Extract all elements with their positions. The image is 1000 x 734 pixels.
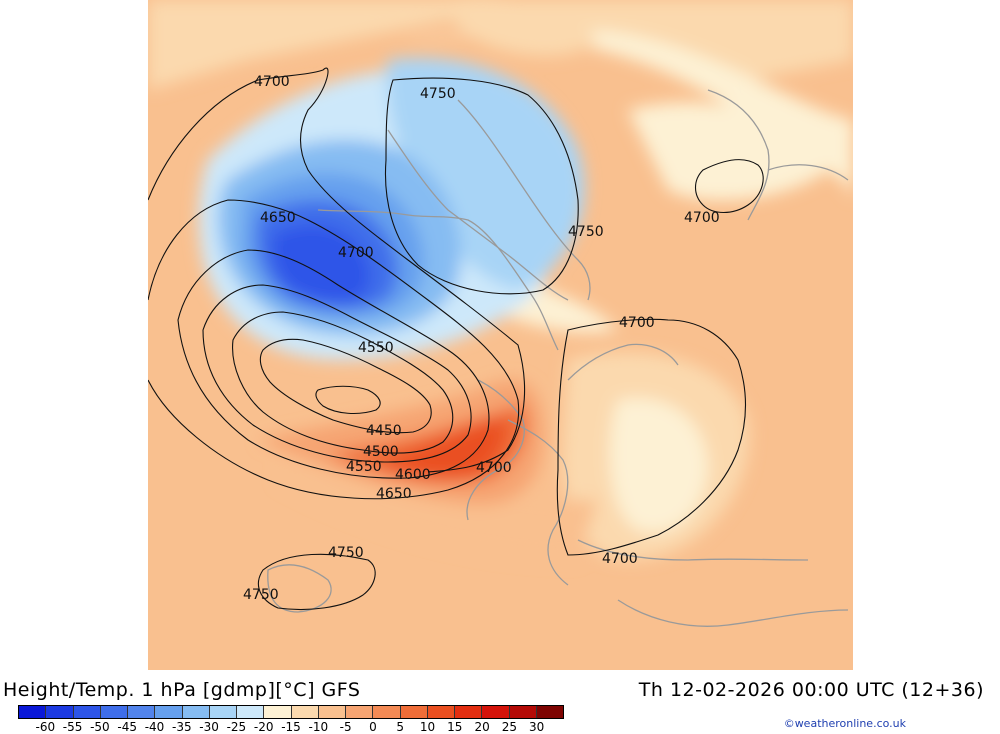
color-scale-swatch (455, 706, 483, 718)
color-scale-label: -10 (308, 720, 329, 734)
color-scale-label: 15 (447, 720, 463, 734)
color-scale-label: 10 (419, 720, 436, 734)
contour-label: 4700 (602, 551, 638, 567)
contour-label: 4700 (619, 315, 655, 331)
contour-label: 4450 (366, 423, 402, 439)
contour-label: 4750 (243, 587, 279, 603)
color-scale-swatch (128, 706, 156, 718)
contour-label: 4650 (260, 210, 296, 226)
color-scale-swatch (509, 706, 537, 718)
chart-title: Height/Temp. 1 hPa [gdmp][°C] GFS (3, 679, 361, 701)
color-scale-label: -25 (226, 720, 247, 734)
color-scale-label: -40 (144, 720, 165, 734)
contour-label: 4700 (476, 460, 512, 476)
color-scale-label: 5 (396, 720, 405, 734)
contour-label: 4550 (358, 340, 394, 356)
color-scale-label: -45 (117, 720, 137, 734)
contour-label: 4750 (568, 224, 604, 240)
color-scale-swatch (264, 706, 292, 718)
color-scale-swatch (237, 706, 265, 718)
credit-link[interactable]: ©weatheronline.co.uk (783, 717, 906, 730)
temperature-field (148, 0, 853, 560)
valid-time: Th 12-02-2026 00:00 UTC (12+36) (638, 679, 984, 701)
contour-label: 4600 (395, 467, 431, 483)
contour-label: 4750 (328, 545, 364, 561)
color-scale-label: 0 (369, 720, 377, 734)
color-scale-swatch (19, 706, 47, 718)
color-scale-swatch (209, 706, 237, 718)
color-scale-swatch (427, 706, 455, 718)
color-scale-swatch (46, 706, 74, 718)
color-scale-swatch (100, 706, 128, 718)
contour-labels: 4700 4750 4650 4700 4750 4700 4700 4550 … (243, 74, 720, 603)
color-scale-swatch (400, 706, 428, 718)
color-scale-bar (18, 705, 564, 719)
color-scale-label: 25 (501, 720, 518, 734)
color-scale-label: -5 (339, 720, 352, 734)
contour-label: 4550 (346, 459, 382, 475)
color-scale-label: -55 (62, 720, 83, 734)
color-scale-swatch (373, 706, 401, 718)
color-scale-label: 30 (529, 720, 545, 734)
contour-label: 4500 (363, 444, 399, 460)
coastlines (267, 89, 849, 627)
contour-label: 4700 (338, 245, 374, 261)
contour-label: 4750 (420, 86, 456, 102)
color-scale-labels: -60 -55 -50 -45 -40 -35 -30 -25 -20 -15 -10 -5 0 5 10 1… (18, 720, 564, 734)
color-scale-label: -60 (35, 720, 56, 734)
color-scale-label: -35 (171, 720, 192, 734)
color-scale-swatch (536, 706, 563, 718)
color-scale-label: -15 (281, 720, 301, 734)
color-scale-label: 20 (474, 720, 490, 734)
color-scale-swatch (182, 706, 210, 718)
color-scale-swatch (482, 706, 510, 718)
contour-label: 4700 (254, 74, 290, 90)
contour-label: 4700 (684, 210, 720, 226)
color-scale-label: -50 (90, 720, 110, 734)
height-contours (148, 67, 764, 610)
color-scale-swatch (291, 706, 319, 718)
color-scale-swatch (318, 706, 346, 718)
color-scale-swatch (73, 706, 101, 718)
color-scale-label: -20 (253, 720, 274, 734)
contour-label: 4650 (376, 486, 412, 502)
color-scale-swatch (155, 706, 183, 718)
weather-map: 4700 4750 4650 4700 4750 4700 4700 4550 … (148, 0, 853, 670)
color-scale-label: -30 (199, 720, 219, 734)
color-scale-swatch (346, 706, 374, 718)
